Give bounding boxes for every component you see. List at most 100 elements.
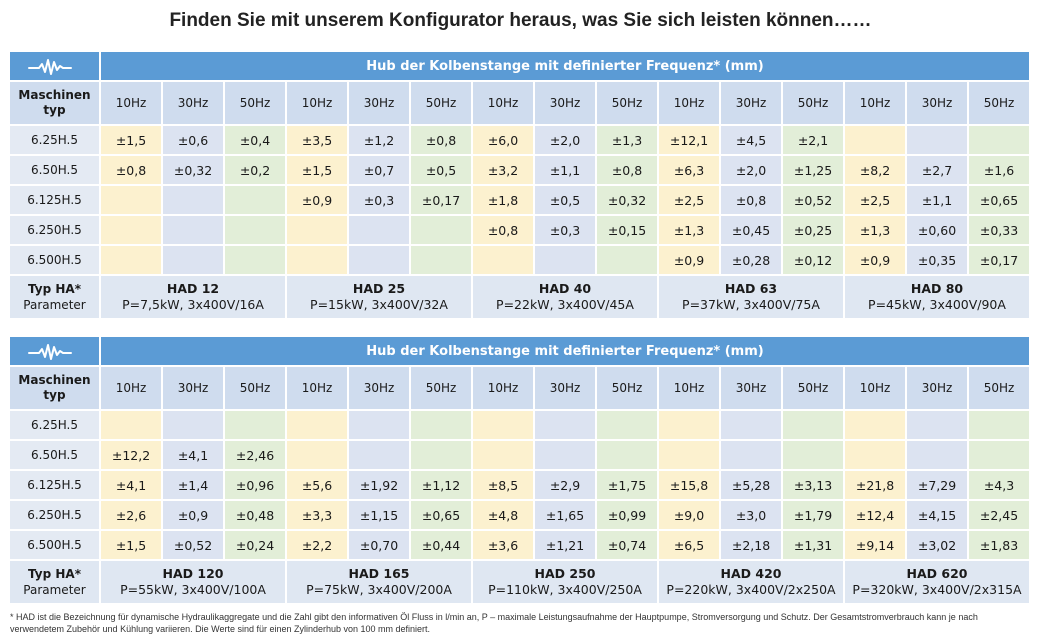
model-cell: HAD 25 P=15kW, 3x400V/32A — [287, 276, 473, 320]
stroke-value-cell — [721, 441, 783, 471]
row-label: 6.25H.5 — [10, 411, 101, 441]
stroke-value-cell: ±0,48 — [225, 501, 287, 531]
stroke-value-cell — [163, 186, 225, 216]
row-label: 6.125H.5 — [10, 186, 101, 216]
stroke-value-cell — [349, 216, 411, 246]
row-label: 6.250H.5 — [10, 501, 101, 531]
stroke-value-cell: ±0,96 — [225, 471, 287, 501]
frequency-header: 50Hz — [969, 82, 1031, 126]
stroke-value-cell — [411, 441, 473, 471]
stroke-value-cell — [721, 411, 783, 441]
model-params: P=75kW, 3x400V/200A — [306, 582, 452, 597]
row-label: 6.25H.5 — [10, 126, 101, 156]
frequency-header: 10Hz — [101, 82, 163, 126]
stroke-value-cell — [783, 441, 845, 471]
stroke-value-cell: ±1,25 — [783, 156, 845, 186]
stroke-value-cell: ±1,5 — [101, 126, 163, 156]
stroke-value-cell — [535, 246, 597, 276]
frequency-header: 30Hz — [163, 82, 225, 126]
row-label: 6.50H.5 — [10, 156, 101, 186]
stroke-value-cell: ±2,7 — [907, 156, 969, 186]
stroke-value-cell: ±0,9 — [845, 246, 907, 276]
stroke-value-cell: ±0,7 — [349, 156, 411, 186]
stroke-value-cell: ±6,3 — [659, 156, 721, 186]
stroke-value-cell — [349, 411, 411, 441]
stroke-value-cell: ±0,60 — [907, 216, 969, 246]
stroke-value-cell: ±2,6 — [101, 501, 163, 531]
stroke-value-cell: ±0,52 — [783, 186, 845, 216]
stroke-value-cell — [907, 411, 969, 441]
stroke-value-cell: ±2,1 — [783, 126, 845, 156]
stroke-value-cell — [411, 216, 473, 246]
stroke-value-cell: ±8,5 — [473, 471, 535, 501]
model-cell: HAD 40 P=22kW, 3x400V/45A — [473, 276, 659, 320]
table-header: Hub der Kolbenstange mit definierter Fre… — [101, 52, 1031, 82]
model-cell: HAD 620 P=320kW, 3x400V/2x315A — [845, 561, 1031, 605]
stroke-value-cell — [969, 441, 1031, 471]
model-params: P=37kW, 3x400V/75A — [682, 297, 820, 312]
stroke-value-cell: ±1,8 — [473, 186, 535, 216]
stroke-value-cell: ±12,1 — [659, 126, 721, 156]
stroke-value-cell: ±5,28 — [721, 471, 783, 501]
frequency-header: 50Hz — [225, 82, 287, 126]
stroke-value-cell — [969, 126, 1031, 156]
frequency-header: 30Hz — [163, 367, 225, 411]
footer-label: Typ HA* Parameter — [10, 276, 101, 320]
stroke-value-cell — [287, 411, 349, 441]
stroke-value-cell: ±3,5 — [287, 126, 349, 156]
stroke-value-cell: ±0,35 — [907, 246, 969, 276]
stroke-value-cell — [597, 441, 659, 471]
stroke-value-cell: ±0,2 — [225, 156, 287, 186]
model-cell: HAD 420 P=220kW, 3x400V/2x250A — [659, 561, 845, 605]
row-label: 6.125H.5 — [10, 471, 101, 501]
stroke-value-cell: ±1,65 — [535, 501, 597, 531]
frequency-header: 50Hz — [969, 367, 1031, 411]
frequency-header: 50Hz — [597, 82, 659, 126]
model-params: P=45kW, 3x400V/90A — [868, 297, 1006, 312]
stroke-value-cell — [349, 246, 411, 276]
footer-label-parameter: Parameter — [23, 298, 86, 312]
frequency-header: 10Hz — [845, 367, 907, 411]
stroke-value-cell: ±0,8 — [411, 126, 473, 156]
frequency-header: 30Hz — [721, 82, 783, 126]
stroke-value-cell — [845, 411, 907, 441]
stroke-value-cell: ±3,0 — [721, 501, 783, 531]
model-name: HAD 40 — [538, 281, 592, 296]
stroke-value-cell: ±4,1 — [163, 441, 225, 471]
stroke-value-cell: ±0,9 — [163, 501, 225, 531]
stroke-value-cell — [101, 216, 163, 246]
stroke-value-cell — [225, 186, 287, 216]
stroke-value-cell: ±2,45 — [969, 501, 1031, 531]
footer-label-parameter: Parameter — [23, 583, 86, 597]
frequency-header: 10Hz — [659, 82, 721, 126]
model-name: HAD 80 — [910, 281, 964, 296]
machine-type-header: Maschinen typ — [10, 82, 101, 126]
frequency-header: 30Hz — [721, 367, 783, 411]
stroke-value-cell: ±1,1 — [535, 156, 597, 186]
stroke-value-cell: ±0,99 — [597, 501, 659, 531]
frequency-header: 50Hz — [597, 367, 659, 411]
stroke-value-cell — [411, 411, 473, 441]
stroke-value-cell: ±2,0 — [535, 126, 597, 156]
stroke-table-1: Hub der Kolbenstange mit definierter Fre… — [10, 52, 1031, 320]
stroke-value-cell: ±0,5 — [411, 156, 473, 186]
stroke-value-cell: ±0,17 — [969, 246, 1031, 276]
row-label: 6.500H.5 — [10, 531, 101, 561]
stroke-value-cell: ±2,5 — [659, 186, 721, 216]
stroke-value-cell: ±0,44 — [411, 531, 473, 561]
stroke-value-cell: ±1,3 — [597, 126, 659, 156]
stroke-value-cell: ±0,3 — [349, 186, 411, 216]
stroke-value-cell: ±12,2 — [101, 441, 163, 471]
stroke-value-cell — [287, 441, 349, 471]
stroke-value-cell — [535, 411, 597, 441]
stroke-value-cell: ±6,0 — [473, 126, 535, 156]
stroke-value-cell: ±15,8 — [659, 471, 721, 501]
footer-label-type: Typ HA* — [28, 567, 81, 581]
model-name: HAD 250 — [534, 566, 596, 581]
stroke-value-cell: ±2,46 — [225, 441, 287, 471]
stroke-value-cell — [287, 246, 349, 276]
stroke-value-cell: ±2,2 — [287, 531, 349, 561]
stroke-value-cell — [411, 246, 473, 276]
model-cell: HAD 120 P=55kW, 3x400V/100A — [101, 561, 287, 605]
frequency-header: 30Hz — [907, 82, 969, 126]
